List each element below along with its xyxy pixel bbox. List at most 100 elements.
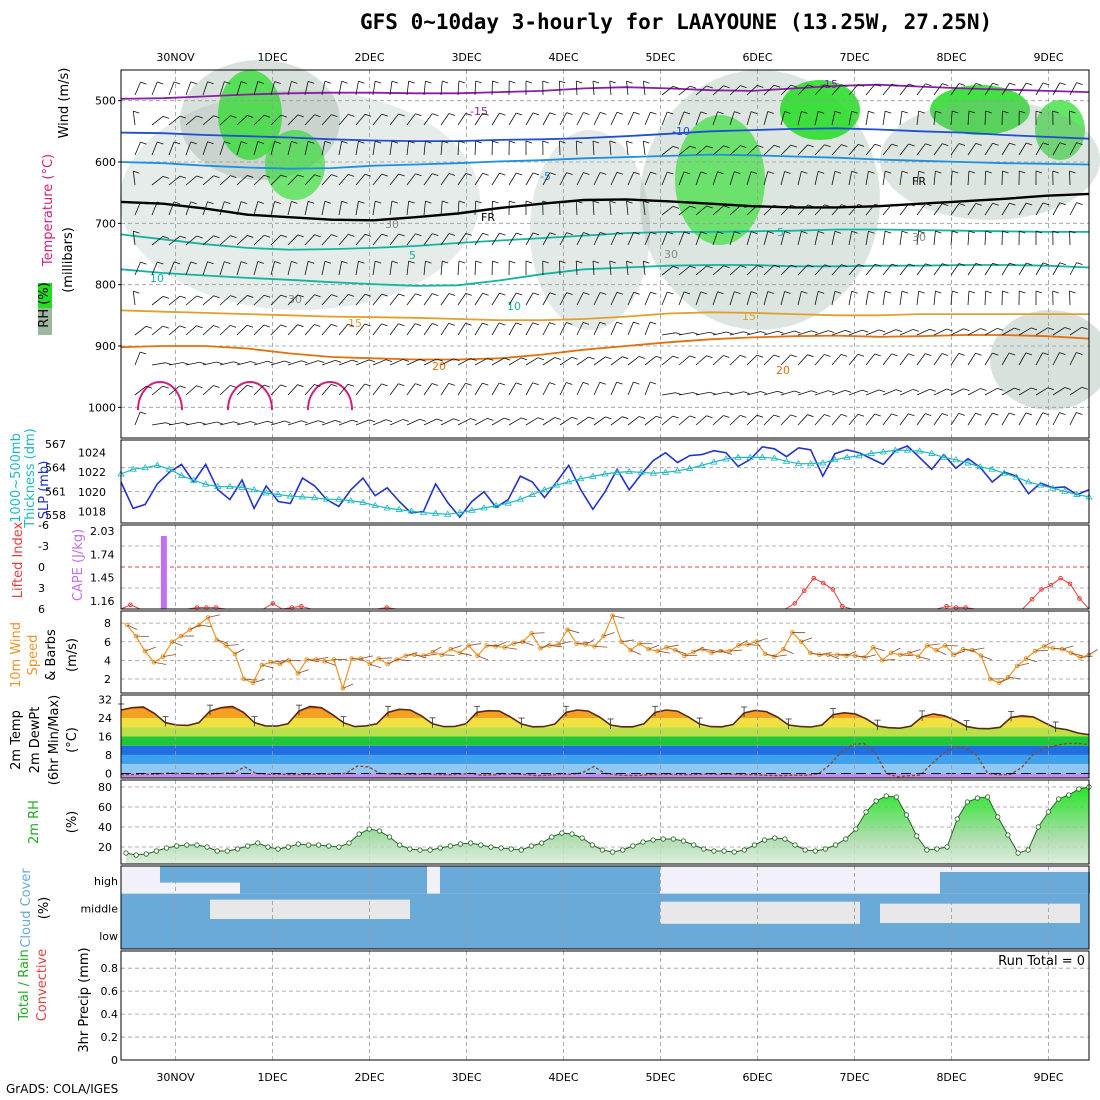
wind-barb (162, 235, 170, 239)
wind-barb (364, 113, 372, 117)
wind-barb (712, 145, 724, 156)
wind-barb (287, 201, 292, 216)
wind-barb (695, 231, 702, 246)
wind-barb (508, 417, 522, 426)
wind-barb (616, 381, 623, 385)
rh-area (265, 130, 325, 200)
wind-barb (375, 200, 382, 204)
wind-barb (168, 362, 183, 366)
wind-barb (935, 170, 942, 174)
wind-barb (230, 115, 237, 118)
temperature-band (121, 764, 1089, 774)
wind-barb (712, 291, 718, 306)
wind-barb (558, 641, 571, 645)
wind-barb (592, 141, 595, 156)
wind-barb (848, 329, 863, 336)
wind-barb (566, 112, 573, 116)
wind-barb (950, 111, 953, 126)
wind-barb (415, 233, 422, 237)
wind-barb (967, 328, 981, 336)
rh-marker (863, 809, 869, 815)
wind-barb (831, 144, 842, 156)
wind-barb (916, 83, 926, 96)
wind-barb (942, 143, 949, 147)
wind-barb (868, 230, 875, 234)
wind-barb (381, 293, 388, 297)
wind-barb (216, 421, 223, 425)
thickness-tick-label: 567 (45, 438, 66, 451)
wind-barb (908, 263, 915, 267)
wind-barb (851, 170, 858, 174)
wind-barb (807, 204, 814, 208)
wind-barb (610, 172, 618, 186)
thickness-marker (298, 493, 307, 500)
wind-barb (1042, 202, 1050, 206)
wind-barb (240, 81, 248, 84)
wind-barb (185, 325, 197, 336)
wind-barb (729, 85, 741, 96)
wind-barb (408, 200, 415, 204)
lifted-index-marker (944, 603, 949, 609)
wind-barb (763, 84, 775, 96)
wind-barb (899, 171, 903, 186)
thickness-marker (226, 482, 234, 490)
wind-barb (257, 81, 264, 84)
wind-barb (672, 415, 679, 419)
wind-barb (891, 647, 901, 654)
wind-barb (576, 232, 584, 246)
wind-barb (134, 411, 141, 426)
date-label-top: 5DEC (645, 51, 675, 64)
wind-barb (1035, 230, 1043, 234)
wind-barb (432, 646, 442, 653)
wind-barb (247, 235, 254, 238)
wind-barb (1064, 327, 1071, 330)
wind-barb (908, 353, 915, 357)
wind-barb (700, 291, 707, 295)
wind-barb (695, 391, 710, 396)
wind-barb (967, 111, 970, 126)
wind-barb (661, 355, 674, 366)
wind-barb (375, 80, 382, 84)
wind-barb (927, 643, 940, 646)
wind-barb (814, 264, 825, 276)
lifted-index-line (120, 577, 1090, 610)
wind-barb (253, 201, 259, 216)
wind-axis-label: Wind (m/s) (57, 68, 72, 139)
wind-barb (525, 357, 539, 366)
wind-barb (341, 140, 348, 144)
rh-axis-label: RH (%) (37, 282, 52, 327)
wind-barb (202, 201, 208, 216)
wind-barb (925, 83, 932, 87)
wind-barb (780, 414, 791, 426)
wind-barb (284, 420, 291, 424)
wind-barb (592, 260, 600, 264)
wind-barb (848, 171, 853, 186)
wind-barb (861, 329, 869, 333)
wind-barb (678, 111, 685, 126)
wind-barb (916, 171, 920, 186)
wind-barb (952, 110, 959, 114)
rh-marker (721, 848, 727, 854)
wind-barb (1001, 387, 1015, 396)
isotherm-label: FR (481, 211, 495, 224)
wind-barb (980, 328, 987, 331)
wind-barb (202, 261, 208, 276)
wind-barb (700, 111, 707, 115)
wind-barb (644, 171, 651, 186)
wind-barb (406, 323, 416, 336)
wind-barb (585, 639, 595, 645)
wind-barb (1069, 352, 1077, 366)
wind-barb (389, 233, 399, 246)
rh-area (126, 787, 1089, 864)
thickness-marker (250, 486, 258, 493)
rh-marker (731, 849, 737, 855)
wind-barb (848, 111, 853, 126)
wind-barb (638, 416, 646, 419)
wind-barb (865, 84, 876, 96)
wind-barb (274, 201, 281, 204)
wind-barb (678, 205, 691, 216)
wind-barb (746, 171, 752, 186)
thickness-marker (819, 459, 827, 466)
date-label-bottom: 4DEC (548, 1071, 578, 1084)
wind-barb (784, 111, 791, 114)
